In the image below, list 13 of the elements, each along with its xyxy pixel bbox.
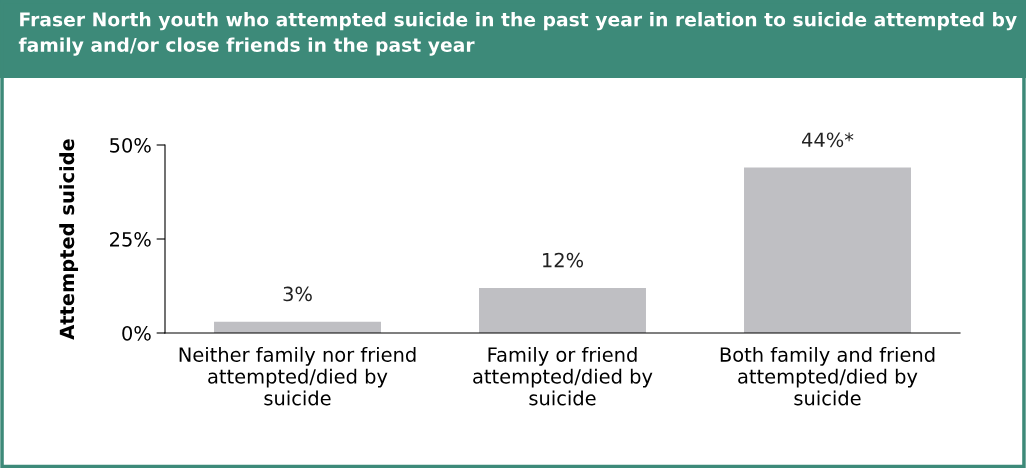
bar: [479, 287, 646, 333]
y-tick-label: 50%: [110, 137, 151, 153]
x-tick-label: Family or friend attempted/died by suicide: [473, 346, 653, 406]
y-tick-label: 25%: [110, 231, 151, 247]
chart-title: Fraser North youth who attempted suicide in the past year in relation to suicide attempted by family and/or close friends in the past year: [18, 12, 1017, 56]
data-label: 12%: [543, 252, 584, 268]
data-label: 44%*: [801, 132, 854, 148]
y-tick-label: 0%: [122, 325, 151, 341]
x-tick-label: Neither family nor friend attempted/died by suicide: [179, 346, 416, 406]
data-label: 3%: [283, 286, 312, 302]
y-axis-title: Attempted suicide: [59, 139, 79, 340]
bar: [744, 167, 911, 333]
x-tick-label: Both family and friend attempted/died by suicide: [720, 346, 935, 406]
